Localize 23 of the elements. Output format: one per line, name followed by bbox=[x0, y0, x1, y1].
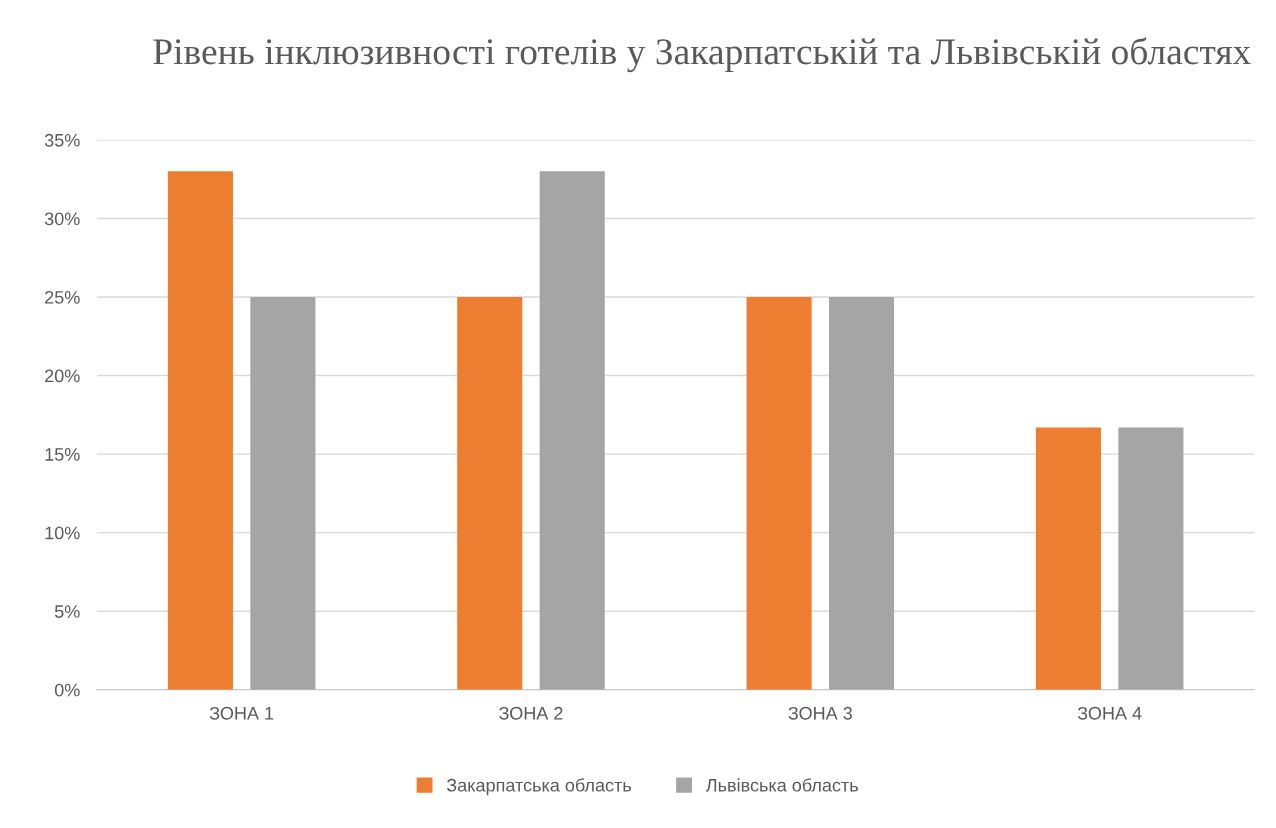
y-tick-label: 5% bbox=[54, 605, 80, 618]
y-tick-label: 10% bbox=[45, 526, 80, 540]
chart-title: Рівень інклюзивності готелів у Закарпатській та Львівській областях bbox=[153, 37, 1251, 73]
x-tick-label: ЗОНА 4 bbox=[1077, 706, 1142, 720]
y-tick-label: 35% bbox=[44, 133, 80, 147]
y-tick-label: 30% bbox=[44, 212, 80, 226]
y-tick-label: 25% bbox=[45, 290, 80, 304]
x-tick-label: ЗОНА 3 bbox=[788, 706, 852, 720]
bar bbox=[1035, 427, 1101, 690]
legend-label: Закарпатська область bbox=[446, 778, 631, 796]
bar bbox=[167, 171, 233, 690]
x-tick-label: ЗОНА 2 bbox=[499, 706, 563, 720]
bar bbox=[746, 297, 812, 690]
x-tick-label: ЗОНА 1 bbox=[209, 706, 274, 720]
bar bbox=[457, 297, 523, 690]
legend-label: Львівська область bbox=[705, 778, 858, 792]
bar bbox=[539, 171, 605, 690]
bar bbox=[828, 297, 895, 690]
y-tick-label: 20% bbox=[45, 369, 80, 383]
y-tick-label: 0% bbox=[54, 683, 80, 697]
y-tick-label: 15% bbox=[45, 448, 80, 461]
bar bbox=[250, 297, 316, 690]
bar bbox=[1118, 427, 1184, 690]
